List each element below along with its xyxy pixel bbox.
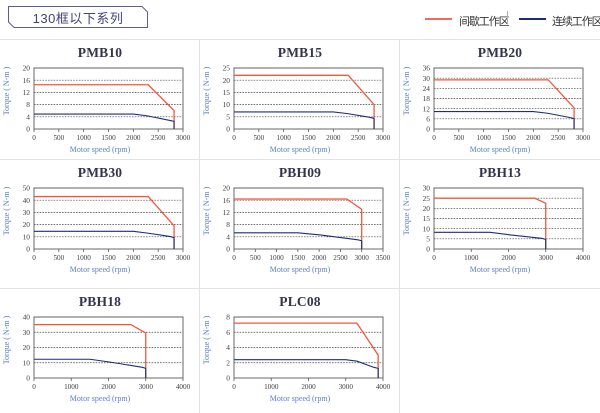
svg-text:4: 4 xyxy=(226,232,230,241)
svg-text:1000: 1000 xyxy=(276,134,291,142)
svg-text:3500: 3500 xyxy=(376,254,391,262)
svg-text:0: 0 xyxy=(232,383,236,391)
svg-text:4000: 4000 xyxy=(176,383,191,391)
svg-text:10: 10 xyxy=(423,224,431,233)
svg-text:500: 500 xyxy=(453,134,464,142)
svg-text:0: 0 xyxy=(232,254,236,262)
svg-text:20: 20 xyxy=(23,343,31,352)
svg-text:2000: 2000 xyxy=(301,383,316,391)
svg-text:12: 12 xyxy=(223,208,231,217)
svg-text:2500: 2500 xyxy=(333,254,348,262)
svg-text:500: 500 xyxy=(253,134,264,142)
svg-text:25: 25 xyxy=(423,194,431,203)
svg-text:36: 36 xyxy=(423,64,431,73)
svg-text:1000: 1000 xyxy=(476,134,491,142)
svg-text:3000: 3000 xyxy=(176,134,191,142)
svg-text:2500: 2500 xyxy=(151,254,166,262)
svg-text:1500: 1500 xyxy=(301,134,316,142)
svg-text:0: 0 xyxy=(26,245,30,254)
svg-text:3000: 3000 xyxy=(339,383,354,391)
svg-text:2000: 2000 xyxy=(526,134,541,142)
svg-text:2000: 2000 xyxy=(126,254,141,262)
svg-text:5: 5 xyxy=(426,234,430,243)
svg-text:0: 0 xyxy=(432,254,436,262)
svg-text:3000: 3000 xyxy=(355,254,370,262)
svg-text:0: 0 xyxy=(226,374,230,383)
svg-text:2: 2 xyxy=(226,358,230,367)
svg-text:1000: 1000 xyxy=(64,383,79,391)
svg-text:16: 16 xyxy=(223,196,231,205)
svg-text:1000: 1000 xyxy=(264,383,279,391)
svg-text:25: 25 xyxy=(223,64,231,73)
svg-text:20: 20 xyxy=(23,220,31,229)
svg-text:2500: 2500 xyxy=(151,134,166,142)
svg-text:1500: 1500 xyxy=(291,254,306,262)
svg-text:20: 20 xyxy=(23,64,31,73)
svg-text:15: 15 xyxy=(423,214,431,223)
svg-text:10: 10 xyxy=(23,358,31,367)
svg-text:500: 500 xyxy=(250,254,261,262)
svg-text:1500: 1500 xyxy=(501,134,516,142)
svg-text:3000: 3000 xyxy=(176,254,191,262)
svg-text:40: 40 xyxy=(23,196,31,205)
svg-text:6: 6 xyxy=(226,328,230,337)
svg-text:0: 0 xyxy=(232,134,236,142)
svg-text:2000: 2000 xyxy=(326,134,341,142)
svg-text:0: 0 xyxy=(432,134,436,142)
svg-text:1000: 1000 xyxy=(76,134,91,142)
svg-text:4000: 4000 xyxy=(376,383,391,391)
svg-text:0: 0 xyxy=(226,125,230,134)
svg-text:3000: 3000 xyxy=(539,254,554,262)
svg-text:30: 30 xyxy=(423,184,431,193)
svg-text:0: 0 xyxy=(226,245,230,254)
svg-text:40: 40 xyxy=(23,313,31,322)
svg-text:8: 8 xyxy=(226,220,230,229)
svg-text:20: 20 xyxy=(223,184,231,193)
svg-text:0: 0 xyxy=(426,245,430,254)
svg-text:2000: 2000 xyxy=(501,254,516,262)
svg-text:3000: 3000 xyxy=(576,134,591,142)
svg-text:20: 20 xyxy=(423,204,431,213)
svg-text:0: 0 xyxy=(426,125,430,134)
svg-text:3000: 3000 xyxy=(139,383,154,391)
svg-text:2500: 2500 xyxy=(551,134,566,142)
svg-text:10: 10 xyxy=(23,232,31,241)
svg-text:2500: 2500 xyxy=(351,134,366,142)
svg-text:1500: 1500 xyxy=(101,254,116,262)
svg-text:12: 12 xyxy=(423,104,431,113)
svg-text:30: 30 xyxy=(23,208,31,217)
svg-text:0: 0 xyxy=(32,134,36,142)
svg-text:0: 0 xyxy=(32,254,36,262)
svg-text:0: 0 xyxy=(32,383,36,391)
svg-text:4: 4 xyxy=(26,112,30,121)
svg-text:0: 0 xyxy=(26,125,30,134)
svg-text:50: 50 xyxy=(23,184,31,193)
svg-text:1000: 1000 xyxy=(269,254,284,262)
svg-text:30: 30 xyxy=(423,74,431,83)
svg-text:16: 16 xyxy=(23,76,31,85)
svg-text:3000: 3000 xyxy=(376,134,391,142)
svg-text:0: 0 xyxy=(26,374,30,383)
svg-text:30: 30 xyxy=(23,328,31,337)
svg-text:1000: 1000 xyxy=(464,254,479,262)
svg-text:6: 6 xyxy=(426,114,430,123)
svg-text:8: 8 xyxy=(226,313,230,322)
svg-text:500: 500 xyxy=(53,254,64,262)
svg-text:500: 500 xyxy=(53,134,64,142)
svg-text:2000: 2000 xyxy=(312,254,327,262)
svg-text:5: 5 xyxy=(226,112,230,121)
svg-text:1000: 1000 xyxy=(76,254,91,262)
svg-text:15: 15 xyxy=(223,88,231,97)
svg-text:4: 4 xyxy=(226,343,230,352)
svg-text:24: 24 xyxy=(423,84,431,93)
svg-text:10: 10 xyxy=(223,100,231,109)
svg-text:20: 20 xyxy=(223,76,231,85)
svg-text:1500: 1500 xyxy=(101,134,116,142)
svg-text:2000: 2000 xyxy=(126,134,141,142)
svg-text:4000: 4000 xyxy=(576,254,591,262)
svg-text:8: 8 xyxy=(26,100,30,109)
svg-text:12: 12 xyxy=(23,88,31,97)
svg-text:2000: 2000 xyxy=(101,383,116,391)
svg-text:18: 18 xyxy=(423,94,431,103)
